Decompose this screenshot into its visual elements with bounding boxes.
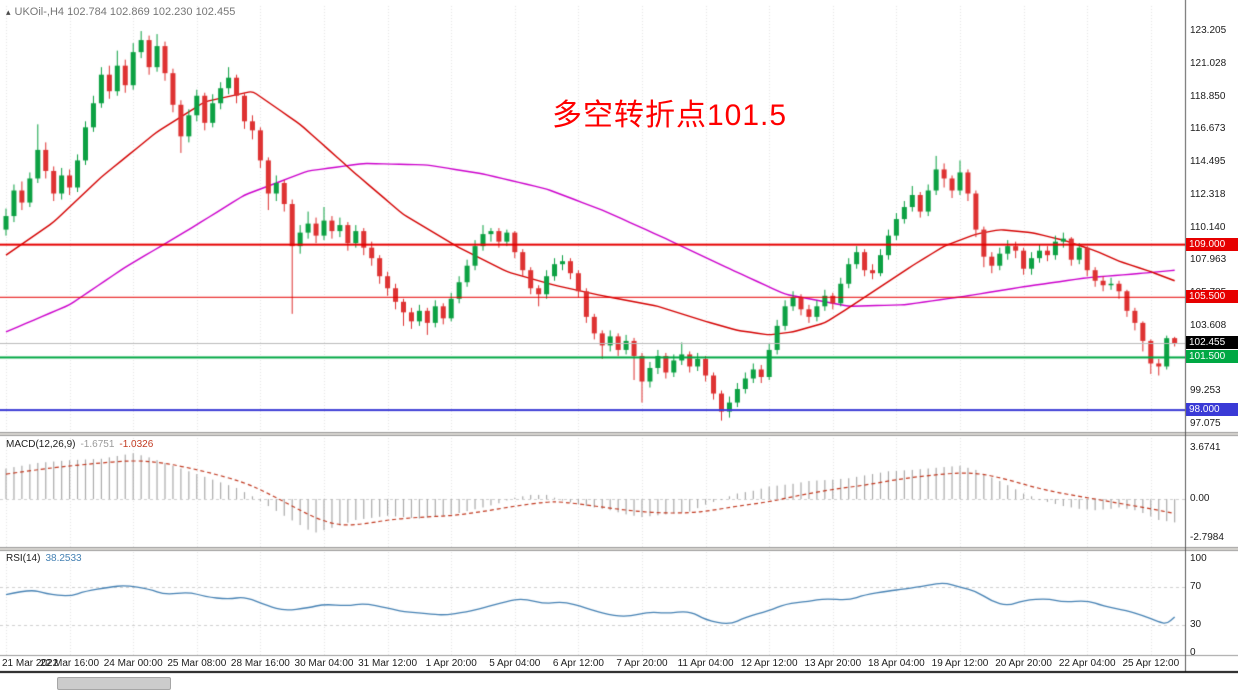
price-axis-label: 97.075 <box>1190 418 1221 429</box>
time-axis-label: 22 Apr 04:00 <box>1058 658 1116 669</box>
price-axis-label: 99.253 <box>1190 385 1221 397</box>
macd-axis-label: -2.7984 <box>1190 532 1224 543</box>
price-axis-label: 107.963 <box>1190 254 1227 266</box>
price-axis-label: 116.673 <box>1190 123 1226 135</box>
rsi-axis-label: 100 <box>1190 553 1207 564</box>
price-tag-98.000: 98.000 <box>1186 403 1238 417</box>
macd-axis-label: 0.00 <box>1190 493 1210 505</box>
time-axis-label: 25 Mar 08:00 <box>167 658 227 669</box>
rsi-indicator-header: RSI(14) 38.2533 <box>6 553 82 564</box>
time-axis-label: 20 Apr 20:00 <box>995 658 1052 669</box>
time-axis-label: 28 Mar 16:00 <box>230 658 290 669</box>
rsi-title: RSI(14) <box>6 553 41 564</box>
time-axis-label: 21 Mar 2022 <box>2 658 59 669</box>
price-axis-label: 103.608 <box>1190 319 1227 331</box>
time-axis-label: 12 Apr 12:00 <box>740 658 798 669</box>
price-tag-102.455: 102.455 <box>1186 336 1238 350</box>
chart-header: ▴ UKOil-,H4 102.784 102.869 102.230 102.4… <box>6 6 235 18</box>
time-axis-label: 6 Apr 12:00 <box>552 658 604 669</box>
price-tag-109.000: 109.000 <box>1186 237 1238 251</box>
time-axis-label: 7 Apr 20:00 <box>616 658 668 669</box>
price-axis-label: 112.318 <box>1190 188 1226 200</box>
price-tag-101.500: 101.500 <box>1186 350 1238 364</box>
price-axis-label: 114.495 <box>1190 156 1226 167</box>
time-axis-label: 30 Mar 04:00 <box>294 658 354 669</box>
price-tag-105.500: 105.500 <box>1186 290 1238 304</box>
rsi-axis-label: 70 <box>1190 581 1202 593</box>
time-axis-label: 13 Apr 20:00 <box>804 658 862 669</box>
price-axis-label: 123.205 <box>1190 25 1227 36</box>
rsi-axis-label: 0 <box>1190 647 1196 658</box>
rsi-value: 38.2533 <box>45 553 82 564</box>
macd-main-value: -1.6751 <box>80 439 115 450</box>
macd-title: MACD(12,26,9) <box>6 439 76 450</box>
time-axis-label: 11 Apr 04:00 <box>677 658 734 669</box>
chart-annotation-text: 多空转折点101.5 <box>552 99 788 132</box>
macd-indicator-header: MACD(12,26,9) -1.6751 -1.0326 <box>6 439 153 450</box>
price-axis-label: 121.028 <box>1190 57 1227 69</box>
price-axis-label: 118.850 <box>1190 90 1226 102</box>
time-axis-label: 19 Apr 12:00 <box>931 658 989 669</box>
macd-axis-label: 3.6741 <box>1190 442 1221 453</box>
time-axis-label: 25 Apr 12:00 <box>1122 658 1180 669</box>
chart-symbol-label: UKOil-,H4 <box>14 6 65 18</box>
price-axis-label: 110.140 <box>1190 221 1226 233</box>
chart-ohlc-values: 102.784 102.869 102.230 102.455 <box>67 6 236 18</box>
time-axis-label: 1 Apr 20:00 <box>425 658 477 669</box>
rsi-axis-label: 30 <box>1190 618 1202 630</box>
time-axis-label: 18 Apr 04:00 <box>868 658 925 669</box>
chart-symbol-icon: ▴ <box>6 7 11 17</box>
horizontal-scrollbar[interactable] <box>0 674 1238 691</box>
time-axis-label: 5 Apr 04:00 <box>489 658 541 669</box>
time-axis-label: 31 Mar 12:00 <box>358 658 418 669</box>
scrollbar-thumb[interactable] <box>57 677 171 690</box>
macd-signal-value: -1.0326 <box>119 439 154 450</box>
time-axis-label: 22 Mar 16:00 <box>40 658 100 669</box>
time-axis-label: 24 Mar 00:00 <box>103 658 163 669</box>
